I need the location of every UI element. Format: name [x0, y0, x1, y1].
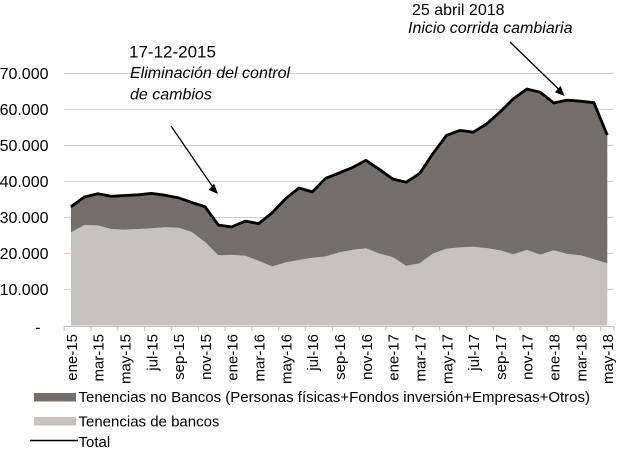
svg-text:ene-18: ene-18 — [547, 334, 564, 381]
svg-text:ene-17: ene-17 — [386, 334, 403, 381]
svg-text:-: - — [35, 319, 40, 336]
svg-text:30.000: 30.000 — [0, 210, 49, 227]
svg-text:mar-15: mar-15 — [91, 334, 108, 382]
svg-text:mar-18: mar-18 — [573, 334, 590, 382]
svg-text:may-16: may-16 — [278, 334, 295, 384]
svg-text:Tenencias de bancos: Tenencias de bancos — [79, 414, 220, 431]
svg-text:jul-17: jul-17 — [466, 334, 483, 372]
svg-text:Tenencias no Bancos (Personas: Tenencias no Bancos (Personas físicas+Fo… — [79, 389, 591, 406]
svg-text:jul-16: jul-16 — [305, 334, 322, 372]
svg-text:nov-15: nov-15 — [198, 334, 215, 380]
svg-text:10.000: 10.000 — [0, 282, 49, 299]
svg-text:sep-16: sep-16 — [332, 334, 349, 380]
svg-text:de cambios: de cambios — [130, 87, 212, 104]
svg-text:20.000: 20.000 — [0, 246, 49, 263]
svg-text:Inicio corrida cambiaria: Inicio corrida cambiaria — [408, 20, 573, 37]
svg-text:may-18: may-18 — [600, 334, 617, 384]
svg-text:jul-15: jul-15 — [144, 334, 161, 372]
svg-text:may-15: may-15 — [117, 334, 134, 384]
svg-text:60.000: 60.000 — [0, 102, 49, 119]
svg-text:70.000: 70.000 — [0, 66, 49, 83]
svg-text:ene-15: ene-15 — [64, 334, 81, 381]
svg-text:nov-17: nov-17 — [520, 334, 537, 380]
svg-text:ene-16: ene-16 — [225, 334, 242, 381]
svg-text:mar-16: mar-16 — [252, 334, 269, 382]
svg-text:sep-15: sep-15 — [171, 334, 188, 380]
svg-text:may-17: may-17 — [439, 334, 456, 384]
svg-text:17-12-2015: 17-12-2015 — [129, 43, 216, 62]
svg-text:Eliminación del control: Eliminación del control — [130, 65, 291, 82]
svg-text:nov-16: nov-16 — [359, 334, 376, 380]
svg-text:50.000: 50.000 — [0, 138, 49, 155]
svg-text:sep-17: sep-17 — [493, 334, 510, 380]
svg-text:Total: Total — [79, 434, 111, 451]
svg-text:40.000: 40.000 — [0, 174, 49, 191]
svg-text:25 abril 2018: 25 abril 2018 — [412, 2, 505, 19]
svg-text:mar-17: mar-17 — [413, 334, 430, 382]
